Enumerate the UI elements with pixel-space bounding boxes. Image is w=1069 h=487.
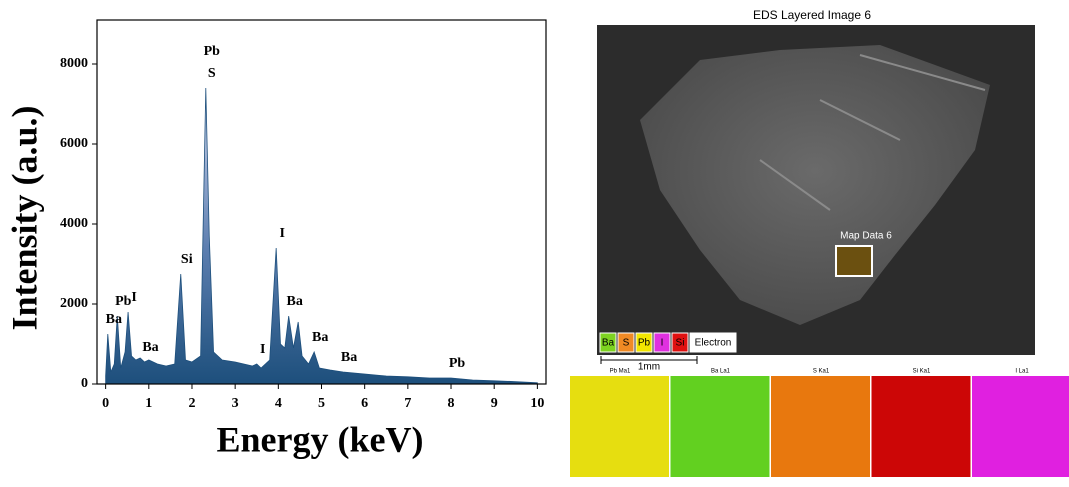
legend-chip bbox=[599, 332, 617, 353]
x-tick-label: 6 bbox=[361, 396, 368, 411]
element-map bbox=[570, 376, 669, 477]
peak-label: I bbox=[260, 342, 265, 357]
x-tick-label: 5 bbox=[318, 396, 325, 411]
peak-label: Ba bbox=[142, 340, 158, 355]
legend-label: Electron bbox=[695, 338, 732, 349]
legend-chip bbox=[635, 332, 653, 353]
y-tick-label: 4000 bbox=[60, 216, 88, 231]
peak-label: S bbox=[208, 66, 216, 81]
x-tick-label: 3 bbox=[232, 396, 239, 411]
peak-label: Ba bbox=[341, 350, 357, 365]
element-map bbox=[670, 376, 770, 477]
peak-label: Pb bbox=[449, 356, 466, 371]
element-map bbox=[871, 376, 971, 477]
peak-label: I bbox=[131, 290, 136, 305]
x-tick-label: 7 bbox=[404, 396, 411, 411]
map-title: S Ka1 bbox=[813, 369, 830, 375]
x-tick-label: 4 bbox=[275, 396, 282, 411]
peak-label: I bbox=[279, 226, 284, 241]
map-region bbox=[835, 245, 873, 277]
image-title: EDS Layered Image 6 bbox=[753, 8, 871, 22]
x-axis-label: Energy (keV) bbox=[217, 419, 424, 459]
legend-label: Pb bbox=[638, 338, 651, 349]
particle-edge bbox=[759, 54, 986, 211]
legend-chip bbox=[671, 332, 689, 353]
x-tick-label: 0 bbox=[102, 396, 109, 411]
scale-bar-label: 1mm bbox=[638, 362, 660, 373]
map-title: Ba La1 bbox=[711, 369, 731, 375]
map-title: I La1 bbox=[1015, 369, 1029, 375]
legend-chip bbox=[689, 332, 737, 353]
map-title: Pb Ma1 bbox=[610, 369, 631, 375]
x-tick-label: 10 bbox=[530, 396, 544, 411]
y-axis-label: Intensity (a.u.) bbox=[4, 105, 44, 330]
legend-chip bbox=[653, 332, 671, 353]
y-tick-label: 6000 bbox=[60, 136, 88, 151]
peak-label: Si bbox=[181, 252, 193, 267]
peak-label: Ba bbox=[287, 294, 303, 309]
element-map bbox=[972, 376, 1069, 477]
legend-label: S bbox=[623, 338, 630, 349]
legend-label: Ba bbox=[602, 338, 615, 349]
peak-label: Pb bbox=[204, 44, 221, 59]
peak-label: Ba bbox=[106, 312, 122, 327]
particle bbox=[640, 45, 990, 325]
peak-label: Ba bbox=[312, 330, 328, 345]
y-tick-label: 2000 bbox=[60, 296, 88, 311]
legend-label: Si bbox=[676, 338, 685, 349]
peak-label: Pb bbox=[115, 294, 132, 309]
legend-label: I bbox=[661, 338, 664, 349]
y-tick-label: 0 bbox=[81, 376, 88, 391]
x-tick-label: 9 bbox=[491, 396, 498, 411]
x-tick-label: 8 bbox=[448, 396, 455, 411]
spectrum bbox=[105, 87, 538, 385]
map-title: Si Ka1 bbox=[913, 369, 931, 375]
x-tick-label: 2 bbox=[188, 396, 195, 411]
map-region-label: Map Data 6 bbox=[840, 231, 892, 242]
x-tick-label: 1 bbox=[145, 396, 152, 411]
legend-chip bbox=[617, 332, 635, 353]
y-tick-label: 8000 bbox=[60, 56, 88, 71]
element-map bbox=[771, 376, 870, 477]
